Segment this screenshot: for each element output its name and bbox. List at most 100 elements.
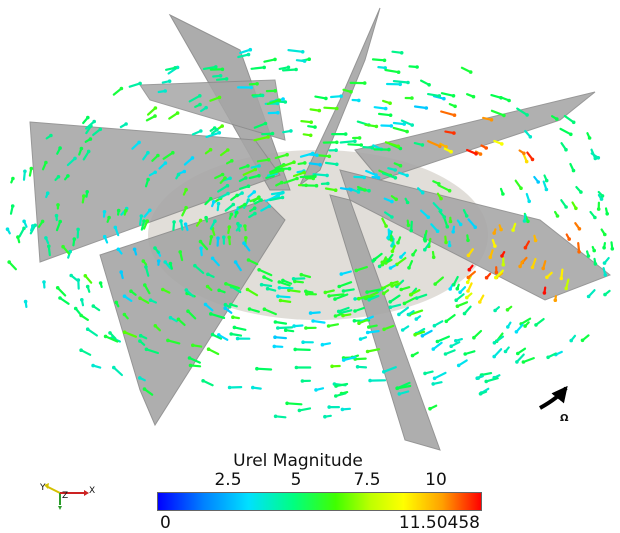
vector-glyph-head [255, 82, 259, 86]
vector-glyph-head [323, 290, 328, 295]
vector-glyph-head [528, 135, 533, 139]
vector-glyph-head [315, 153, 319, 157]
vector-glyph-head [227, 235, 231, 240]
vector-glyph [253, 122, 267, 129]
vector-glyph-head [246, 198, 251, 202]
vector-glyph [366, 348, 381, 353]
vector-glyph-head [80, 298, 84, 302]
vector-glyph-head [474, 152, 478, 156]
vector-glyph-head [31, 224, 35, 228]
vector-glyph-head [82, 194, 86, 198]
vector-glyph-head [302, 59, 307, 63]
vector-glyph-head [456, 363, 461, 368]
vector-glyph-head [297, 408, 302, 413]
vector-glyph-head [272, 344, 277, 349]
vector-glyph-head [156, 259, 161, 263]
vector-glyph-head [217, 131, 222, 135]
vector-glyph-head [492, 341, 497, 345]
vector-glyph-head [217, 288, 221, 293]
vector-glyph-head [146, 177, 150, 182]
vector-glyph-head [388, 300, 393, 304]
vector-glyph-head [231, 315, 235, 320]
vector-glyph-head [206, 347, 211, 352]
vector-glyph-head [389, 281, 394, 286]
vector-glyph-head [571, 168, 576, 173]
axis-y-label: Y [40, 483, 46, 493]
vector-glyph-head [277, 98, 281, 102]
vector-glyph-head [217, 95, 222, 100]
vector-glyph-head [473, 225, 478, 229]
vector-glyph-head [58, 296, 62, 300]
vector-glyph-head [357, 296, 361, 301]
vector-glyph-head [593, 215, 597, 220]
vector-glyph-head [530, 157, 535, 162]
vector-glyph [339, 309, 353, 315]
vector-glyph-head [586, 254, 591, 258]
colorbar-max-label: 11.50458 [398, 513, 480, 533]
vector-glyph [263, 58, 277, 63]
vector-glyph-head [339, 272, 344, 276]
orientation-axes-icon [44, 483, 89, 510]
vector-glyph-head [242, 241, 246, 245]
vector-glyph-head [564, 286, 568, 291]
vector-glyph [162, 151, 174, 160]
vector-glyph-head [11, 176, 15, 181]
vector-glyph-head [153, 170, 157, 175]
vector-glyph-head [144, 265, 148, 269]
vector-glyph-head [85, 284, 90, 289]
vector-glyph-head [354, 268, 359, 273]
vector-glyph-head [443, 352, 448, 356]
vector-glyph-head [555, 117, 559, 121]
colorbar-title: Urel Magnitude [233, 451, 363, 471]
vector-glyph-head [287, 288, 291, 293]
vector-glyph-head [281, 278, 285, 283]
vector-glyph-head [220, 172, 225, 177]
vector-glyph [128, 82, 142, 88]
vector-glyph-head [148, 208, 152, 213]
vector-glyph-head [79, 146, 84, 151]
vector-glyph-head [318, 162, 322, 167]
vector-glyph-head [228, 176, 232, 181]
vector-glyph-head [16, 235, 20, 239]
vector-glyph-head [232, 325, 237, 330]
vector-glyph-head [184, 205, 188, 210]
vector-glyph-head [308, 311, 313, 315]
vector-glyph-head [257, 173, 261, 178]
vector-glyph-head [370, 145, 375, 150]
vector-glyph-head [227, 225, 232, 229]
vector-glyph-head [396, 144, 401, 149]
vector-glyph-head [23, 299, 28, 304]
vector-glyph-head [324, 96, 328, 101]
vector-glyph-head [304, 326, 308, 330]
vector-glyph-head [293, 347, 298, 352]
vector-glyph-head [501, 192, 505, 196]
vector-glyph-head [138, 333, 143, 338]
vector-glyph-head [464, 214, 469, 218]
vector-glyph-head [304, 289, 308, 294]
vector-glyph [392, 79, 410, 84]
vector-glyph-head [217, 333, 221, 337]
vector-glyph-head [262, 275, 266, 279]
vector-glyph-head [107, 215, 111, 220]
vector-glyph [256, 158, 270, 163]
vector-glyph-head [492, 354, 497, 359]
vector-glyph-head [98, 127, 103, 132]
vector-glyph-head [311, 319, 315, 323]
vector-glyph-head [390, 215, 394, 219]
vector-glyph-head [356, 190, 361, 194]
vector-glyph-head [145, 219, 150, 223]
vector-glyph-head [478, 152, 483, 156]
vector-glyph [283, 177, 299, 184]
vector-glyph-head [199, 246, 203, 250]
vector-glyph-head [399, 51, 404, 55]
vector-glyph-head [289, 129, 293, 133]
vector-glyph-head [384, 224, 388, 228]
vector-glyph-head [320, 342, 325, 347]
vector-glyph-head [523, 324, 527, 328]
colorbar-gradient [157, 492, 482, 511]
vector-glyph-head [488, 255, 493, 259]
vector-glyph-head [209, 196, 213, 201]
vector-glyph-head [138, 376, 142, 380]
vector-glyph-head [246, 52, 251, 57]
